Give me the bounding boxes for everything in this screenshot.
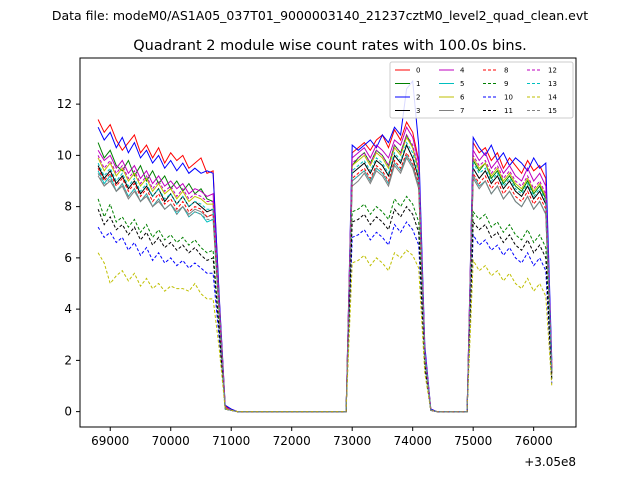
legend-label-3: 3: [416, 107, 420, 115]
y-tick-label: 4: [64, 302, 72, 316]
series-line-14: [97, 249, 553, 413]
x-tick-label: 72000: [273, 434, 311, 448]
series-line-10: [97, 221, 553, 413]
y-axis: 0 2 4 6 8 10 12: [57, 97, 80, 419]
series-line-11: [97, 205, 553, 413]
x-tick-label: 74000: [394, 434, 432, 448]
x-offset-label: +3.05e8: [524, 455, 576, 469]
legend-label-13: 13: [548, 80, 557, 88]
x-tick-label: 76000: [515, 434, 553, 448]
plot-area: [80, 58, 576, 427]
x-tick-label: 69000: [91, 434, 129, 448]
x-axis: 69000 70000 71000 72000 73000 74000 75000 76000: [91, 427, 553, 448]
legend-label-8: 8: [504, 67, 508, 75]
series-line-15: [97, 154, 553, 413]
x-tick-label: 73000: [333, 434, 371, 448]
x-tick-label: 75000: [454, 434, 492, 448]
legend-label-14: 14: [548, 94, 557, 102]
legend-label-15: 15: [548, 107, 557, 115]
legend-label-7: 7: [460, 107, 464, 115]
legend-label-9: 9: [504, 80, 508, 88]
legend-label-12: 12: [548, 67, 557, 75]
legend-label-0: 0: [416, 67, 420, 75]
x-tick-label: 71000: [212, 434, 250, 448]
y-tick-label: 6: [64, 251, 72, 265]
legend-box: [389, 61, 574, 119]
x-tick-label: 70000: [152, 434, 190, 448]
legend-label-11: 11: [504, 107, 513, 115]
legend-label-1: 1: [416, 80, 420, 88]
y-tick-label: 2: [64, 353, 72, 367]
series-line-12: [97, 133, 553, 413]
y-tick-label: 12: [57, 97, 72, 111]
legend-label-10: 10: [504, 94, 513, 102]
series-line-9: [97, 195, 553, 413]
axes-frame: [79, 57, 577, 428]
chart-suptitle: Data file: modeM0/AS1A05_037T01_90000031…: [52, 8, 588, 23]
legend-label-2: 2: [416, 94, 420, 102]
series-layer: [97, 79, 553, 413]
y-tick-label: 10: [57, 148, 72, 162]
legend-label-4: 4: [460, 67, 465, 75]
y-tick-label: 8: [64, 200, 72, 214]
chart-title: Quadrant 2 module wise count rates with …: [133, 38, 527, 54]
series-line-8: [97, 151, 553, 413]
legend-label-5: 5: [460, 80, 464, 88]
y-tick-label: 0: [64, 405, 72, 419]
legend-label-6: 6: [460, 94, 465, 102]
